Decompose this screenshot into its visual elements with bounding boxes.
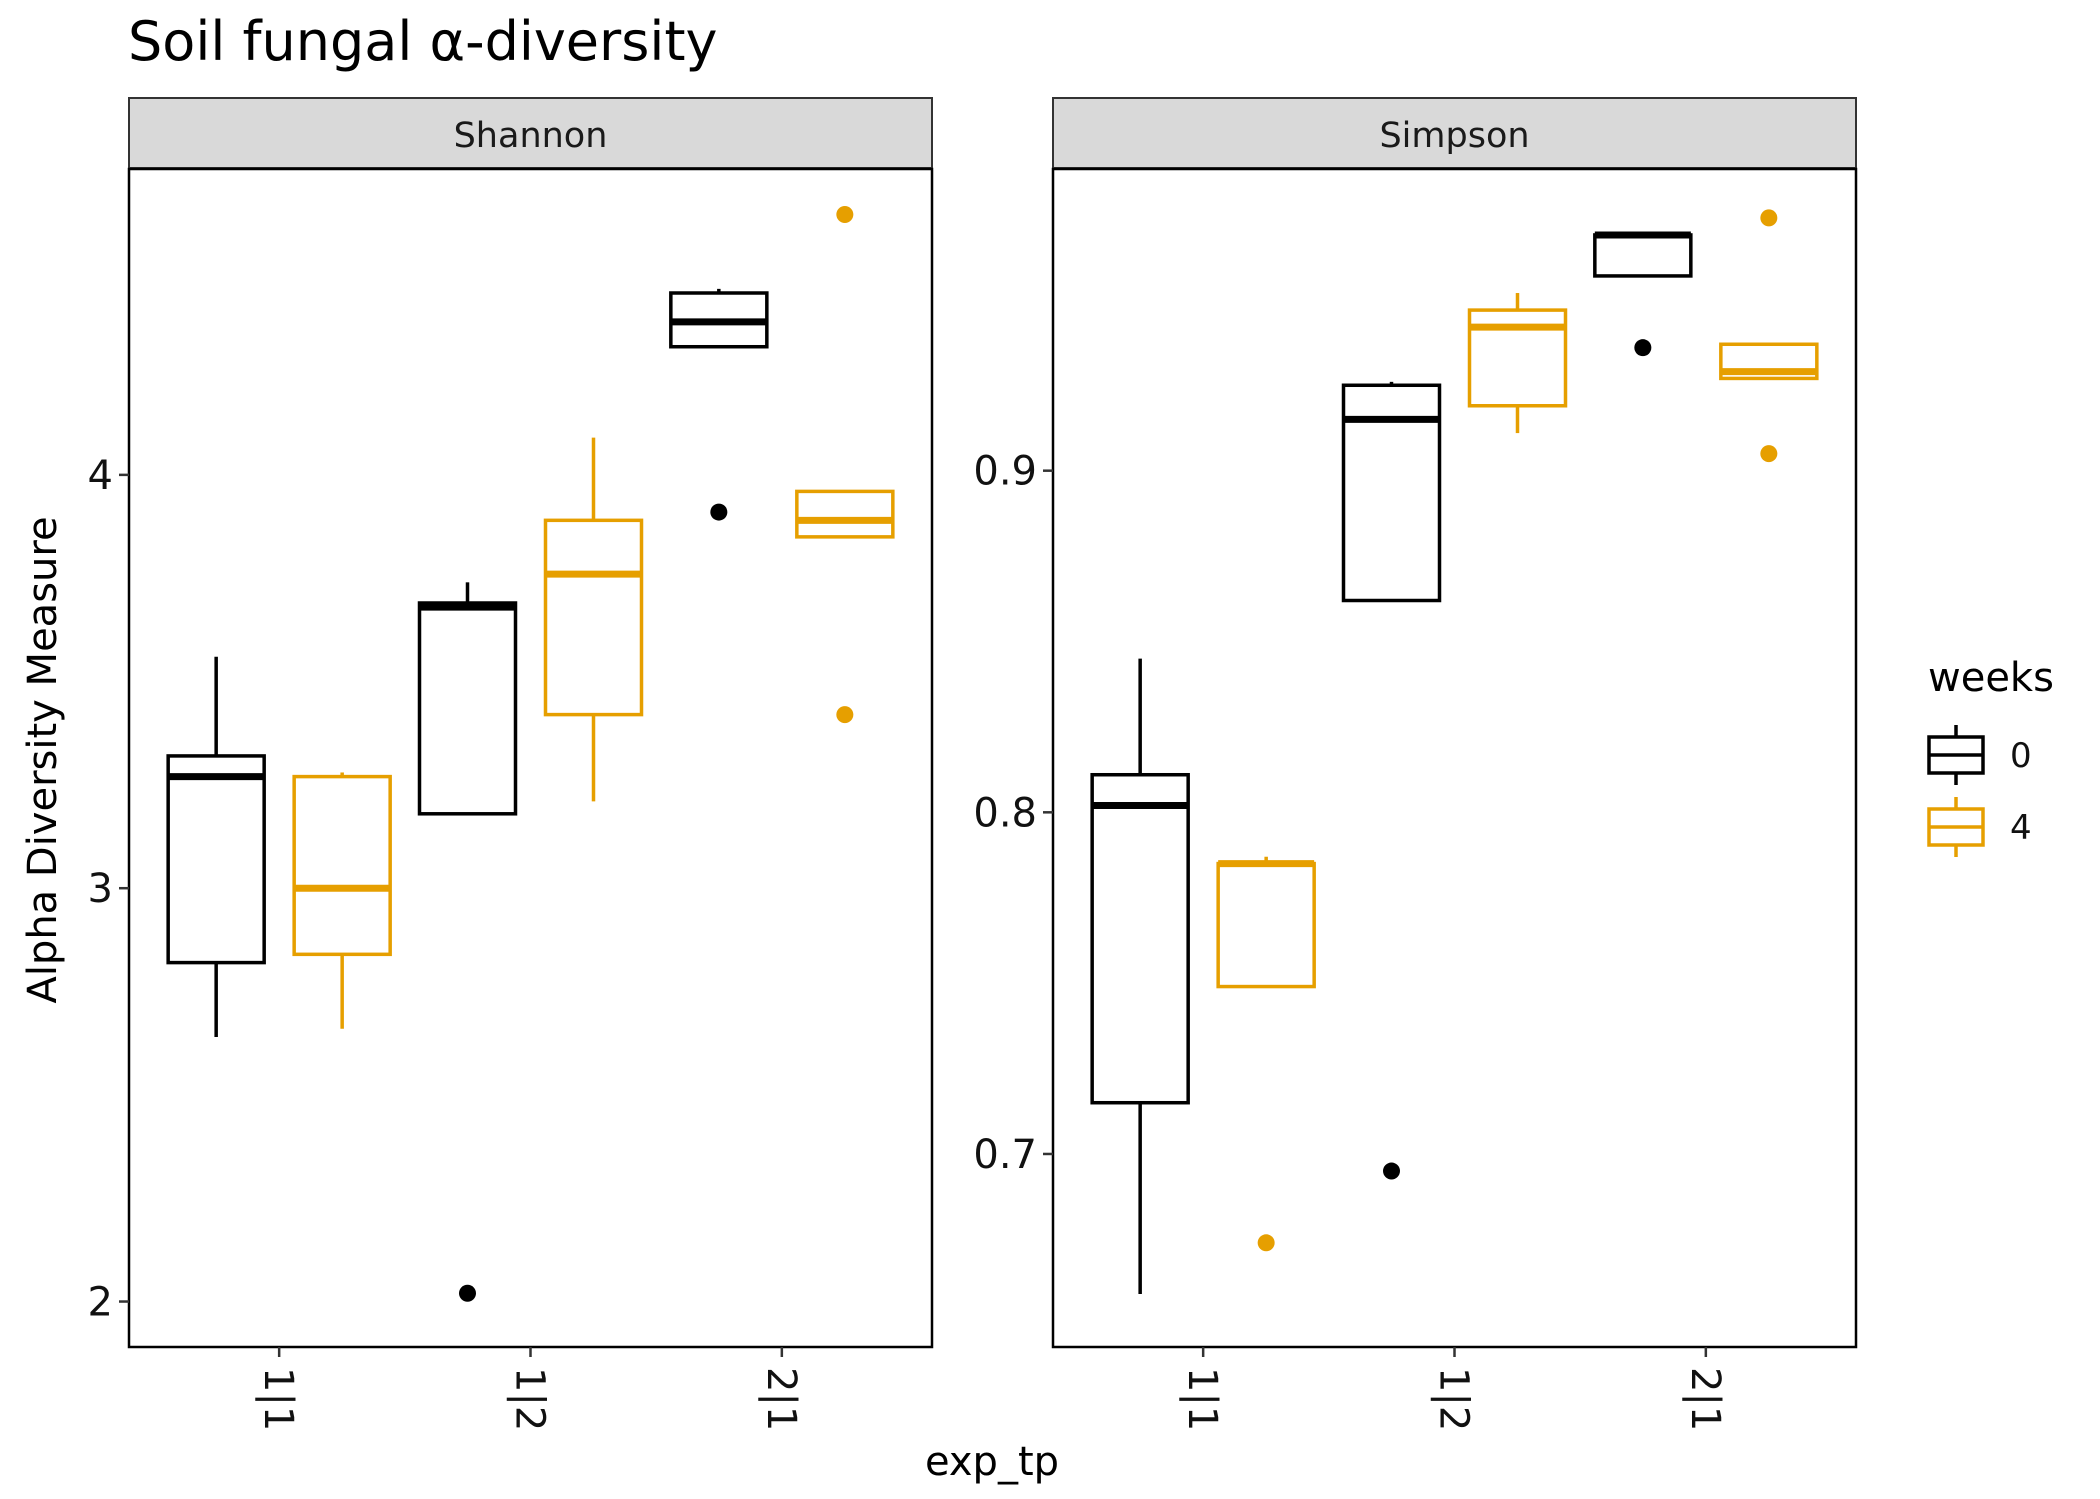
x-tick-label: 2|1 [1682, 1367, 1728, 1431]
y-tick-label: 3 [88, 866, 113, 912]
plot-title: Soil fungal α-diversity [128, 10, 718, 73]
box-week4-2-1 [1719, 209, 1819, 463]
box-iqr [1593, 233, 1693, 278]
box-week0-2-1 [1593, 231, 1693, 357]
box-iqr [1216, 861, 1316, 989]
y-tick-label: 2 [88, 1280, 113, 1326]
legend-title: weeks [1928, 655, 2054, 701]
box-week0-1-1 [1090, 658, 1190, 1295]
box-week0-1-2 [1341, 381, 1442, 1180]
box-week4-1-2 [543, 437, 644, 802]
outlier-point [1257, 1234, 1275, 1252]
y-tick-label: 0.8 [973, 790, 1037, 836]
x-tick-label: 2|1 [758, 1367, 804, 1431]
x-tick-label: 1|2 [507, 1367, 553, 1431]
outlier-point [1634, 339, 1652, 357]
x-axis-label: exp_tp [925, 1439, 1059, 1485]
outlier-point [836, 706, 854, 724]
facet-strip [128, 97, 933, 169]
legend-item-label: 0 [2010, 736, 2032, 776]
facet-strip [1052, 97, 1857, 169]
box-iqr [292, 774, 392, 957]
x-tick-label: 1|1 [1179, 1367, 1225, 1431]
legend-item-label: 4 [2010, 808, 2032, 848]
box-week4-1-1 [1216, 856, 1316, 1252]
y-axis-label: Alpha Diversity Measure [20, 516, 66, 1003]
outlier-point [1383, 1162, 1400, 1180]
outlier-point [1760, 445, 1778, 463]
facet-panel-shannon: Shannon 2 3 4 1|1 1|2 2|1 [88, 97, 934, 1431]
box-week0-2-1 [669, 288, 769, 521]
outlier-point [1760, 209, 1778, 227]
facet-panel-simpson: Simpson 0.7 0.8 0.9 1|1 1|2 2|1 [973, 97, 1858, 1431]
box-week0-1-1 [166, 656, 266, 1037]
box-iqr [417, 601, 518, 816]
box-iqr [166, 754, 266, 965]
box-week4-1-2 [1467, 293, 1568, 434]
box-iqr [1090, 772, 1190, 1105]
facet-panels: Shannon 2 3 4 1|1 1|2 2|1 Simpson 0.7 0.8 0.9 1|1 1|… [88, 97, 1858, 1431]
outlier-point [459, 1284, 476, 1302]
outlier-point [836, 205, 854, 223]
y-tick-label: 4 [88, 453, 113, 499]
x-tick-label: 1|2 [1431, 1367, 1477, 1431]
y-tick-label: 0.7 [973, 1132, 1037, 1178]
y-tick-label: 0.9 [973, 449, 1037, 495]
legend-key-week0: 0 [1927, 725, 2032, 785]
outlier-point [710, 503, 728, 521]
box-iqr [795, 489, 895, 539]
box-week4-2-1 [795, 205, 895, 724]
box-week0-1-2 [417, 582, 518, 1302]
legend-key-week4: 4 [1927, 797, 2032, 857]
legend-keys: 04 [1927, 725, 2032, 857]
facet-strip-label: Simpson [1379, 116, 1529, 156]
legend: weeks 04 [1927, 655, 2054, 857]
box-iqr [543, 518, 644, 717]
x-tick-label: 1|1 [255, 1367, 301, 1431]
facet-strip-label: Shannon [454, 116, 608, 156]
box-week4-1-1 [292, 772, 392, 1029]
